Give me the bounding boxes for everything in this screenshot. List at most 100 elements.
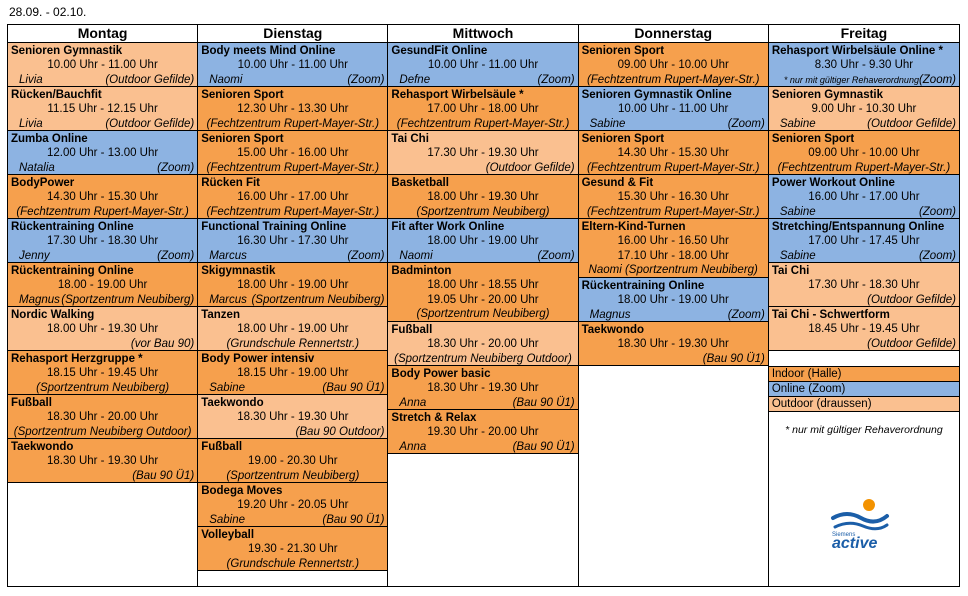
event-title: Rehasport Wirbelsäule * [391, 89, 524, 101]
event-cell: Rehasport Wirbelsäule * 17.00 Uhr - 18.00… [388, 87, 578, 131]
event-title: Senioren Gymnastik [771, 89, 884, 101]
legend-indoor: Indoor (Halle) [768, 367, 960, 382]
event-cell: Basketball 18.00 Uhr - 19.30 Uhr (Sportzen… [388, 175, 578, 219]
event-title: Fußball [201, 441, 243, 453]
event-cell: Rehasport Wirbelsäule Online * 8.30 Uhr -… [768, 43, 960, 87]
event-trainer: Sabine [209, 381, 246, 394]
event-place: (Sportzentrum Neubiberg Outdoor) [13, 425, 192, 438]
event-title: Volleyball [201, 529, 255, 541]
event-place: (Zoom) [347, 73, 385, 86]
event-place: (Sportzentrum Neubiberg) [61, 293, 195, 306]
event-cell: Fit after Work Online 18.00 Uhr - 19.00 U… [388, 219, 578, 263]
event-trainer: Jenny [19, 249, 50, 262]
event-cell: Power Workout Online 16.00 Uhr - 17.00 Uh… [768, 175, 960, 219]
event-title: Taekwondo [11, 441, 74, 453]
event-trainer: Magnus [19, 293, 60, 306]
event-title: BodyPower [11, 177, 75, 189]
event-location-row: Sabine (Zoom) [772, 249, 957, 262]
event-cell: Stretching/Entspannung Online 17.00 Uhr -… [768, 219, 960, 263]
event-time: 9.00 Uhr - 10.30 Uhr [811, 103, 917, 116]
event-title: Body Power basic [391, 368, 491, 380]
event-title: Tai Chi [391, 133, 429, 145]
event-place: (Outdoor Gefilde) [867, 337, 957, 350]
event-place: (Sportzentrum Neubiberg) [251, 293, 385, 306]
event-cell: Body meets Mind Online 10.00 Uhr - 11.00 … [198, 43, 388, 87]
event-place: (Sportzentrum Neubiberg) [36, 381, 170, 394]
event-cell: Tai Chi 17.30 Uhr - 18.30 Uhr (Outdoor Gef… [768, 263, 960, 307]
event-place: (Zoom) [157, 249, 195, 262]
event-cell: Badminton 18.00 Uhr - 18.55 Uhr 19.05 Uhr … [388, 263, 578, 322]
event-place: (Zoom) [918, 205, 957, 218]
event-title: Gesund & Fit [581, 177, 654, 189]
event-time: 14.30 Uhr - 15.30 Uhr [617, 147, 729, 160]
event-cell: Volleyball 19.30 - 21.30 Uhr (Grundschule … [198, 527, 388, 571]
swimmer-logo-icon: Siemens active [830, 499, 889, 550]
event-time: 18.15 Uhr - 19.45 Uhr [46, 367, 159, 380]
event-cell: Senioren Sport 14.30 Uhr - 15.30 Uhr (Fech… [578, 131, 768, 175]
event-time: 18.30 Uhr - 20.00 Uhr [427, 338, 539, 351]
event-time: 10.00 Uhr - 11.00 Uhr [618, 103, 729, 116]
event-time: 17.30 Uhr - 18.30 Uhr [46, 235, 159, 248]
legend-outdoor: Outdoor (draussen) [768, 397, 960, 412]
event-location-row: Magnus (Zoom) [582, 308, 765, 321]
event-place: (Zoom) [918, 73, 957, 86]
event-time: 10.00 Uhr - 11.00 Uhr [237, 59, 348, 72]
event-place: (Zoom) [918, 249, 957, 262]
event-location-row: (Sportzentrum Neubiberg) [391, 307, 574, 321]
event-trainer: Defne [399, 73, 431, 86]
event-cell: Rücken Fit 16.00 Uhr - 17.00 Uhr (Fechtzen… [198, 175, 388, 219]
event-location-row: Marcus (Zoom) [201, 249, 385, 262]
event-time: 18.00 Uhr - 19.00 Uhr [237, 279, 349, 292]
event-place: (Sportzentrum Neubiberg) [226, 469, 360, 482]
event-time: 16.00 Uhr - 17.00 Uhr [808, 191, 920, 204]
event-location-row: * nur mit gültiger Rehaverordnung (Zoom) [772, 73, 957, 86]
event-location-row: (Fechtzentrum Rupert-Mayer-Str.) [582, 205, 765, 218]
event-location-row: Natalia (Zoom) [11, 161, 194, 174]
event-place: (Grundschule Rennertstr.) [226, 337, 360, 350]
event-location-row: (Fechtzentrum Rupert-Mayer-Str.) [582, 161, 765, 174]
day-header: Mittwoch [388, 25, 578, 43]
event-location-row: Sabine (Zoom) [772, 205, 957, 218]
event-location-row: (Fechtzentrum Rupert-Mayer-Str.) [201, 161, 384, 174]
event-trainer: Sabine [779, 249, 816, 262]
event-place: (Fechtzentrum Rupert-Mayer-Str.) [396, 117, 570, 130]
event-title: Senioren Sport [581, 45, 665, 57]
event-cell: Rücken/Bauchfit 11.15 Uhr - 12.15 Uhr Livi… [8, 87, 198, 131]
event-location-row: Magnus (Sportzentrum Neubiberg) [11, 293, 195, 306]
event-trainer: Naomi [209, 73, 243, 86]
event-place: (Sportzentrum Neubiberg) [416, 205, 550, 218]
event-time: 19.05 Uhr - 20.00 Uhr [427, 293, 539, 306]
event-cell: Taekwondo 18.30 Uhr - 19.30 Uhr (Bau 90 Ü1… [8, 439, 198, 483]
event-trainer: Natalia [19, 161, 55, 174]
event-cell: Gesund & Fit 15.30 Uhr - 16.30 Uhr (Fechtz… [578, 175, 768, 219]
event-place: (Zoom) [727, 308, 765, 321]
event-location-row: Naomi (Sportzentrum Neubiberg) [582, 263, 765, 277]
event-title: GesundFit Online [391, 45, 488, 57]
event-title: Rehasport Herzgruppe * [11, 353, 143, 365]
day-header: Donnerstag [578, 25, 768, 43]
event-place: (Fechtzentrum Rupert-Mayer-Str.) [206, 161, 380, 174]
event-place: (Fechtzentrum Rupert-Mayer-Str.) [586, 205, 760, 218]
event-time: 15.30 Uhr - 16.30 Uhr [617, 191, 729, 204]
event-title: Rücken/Bauchfit [11, 89, 102, 101]
event-trainer: Sabine [589, 117, 626, 130]
event-place: (Bau 90 Ü1) [512, 440, 575, 453]
event-cell: Rückentraining Online 18.00 - 19.00 Uhr Ma… [8, 263, 198, 307]
event-title: Nordic Walking [11, 309, 95, 321]
event-location-row: Sabine (Outdoor Gefilde) [772, 117, 956, 130]
event-cell: Zumba Online 12.00 Uhr - 13.00 Uhr Natalia… [8, 131, 198, 175]
event-location-row: (Fechtzentrum Rupert-Mayer-Str.) [201, 117, 384, 130]
event-time: 09.00 Uhr - 10.00 Uhr [808, 147, 920, 160]
event-trainer: Anna [399, 396, 427, 409]
event-location-row: (Outdoor Gefilde) [772, 293, 956, 306]
day-column: Donnerstag Senioren Sport 09.00 Uhr - 10.0… [578, 25, 769, 586]
event-location-row: Livia (Outdoor Gefilde) [11, 73, 194, 86]
event-cell: BodyPower 14.30 Uhr - 15.30 Uhr (Fechtzent… [8, 175, 198, 219]
day-header: Freitag [768, 25, 960, 43]
event-cell: Tai Chi - Schwertform 18.45 Uhr - 19.45 U… [768, 307, 960, 351]
event-cell: Skigymnastik 18.00 Uhr - 19.00 Uhr Marcus (… [198, 263, 388, 307]
event-location-row: (Grundschule Rennertstr.) [201, 337, 384, 350]
event-place: (Zoom) [347, 249, 385, 262]
event-time: 11.15 Uhr - 12.15 Uhr [47, 103, 158, 116]
event-title: Senioren Gymnastik Online [581, 89, 732, 101]
